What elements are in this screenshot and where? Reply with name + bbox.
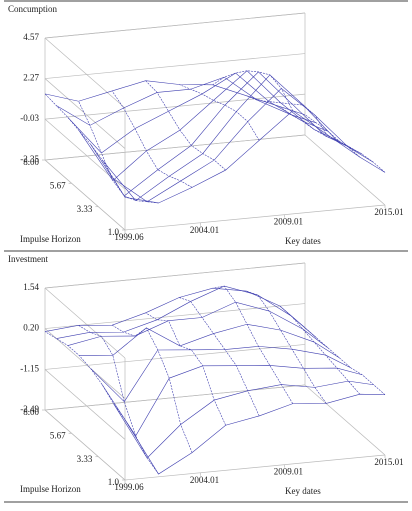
surface-column: [246, 290, 327, 404]
z-tick-label: 1.54: [23, 282, 39, 292]
surface-row: [56, 285, 317, 339]
z-tick-label: -1.15: [20, 363, 39, 373]
surface-column: [304, 327, 386, 395]
surface-column: [179, 84, 260, 141]
surface-column: [246, 95, 327, 135]
grid-line: [44, 12, 306, 39]
z-tick-label: -0.03: [20, 113, 39, 123]
surface-column: [179, 297, 260, 417]
panel-title: Investment: [8, 254, 48, 264]
surface-column: [44, 331, 126, 420]
x-tick-label: 2009.01: [274, 217, 303, 227]
surface-row: [90, 71, 351, 197]
x-axis-label: Key dates: [285, 486, 321, 496]
y-tick-label: 5.67: [50, 180, 66, 190]
y-tick-label: 8.00: [23, 157, 39, 167]
z-tick-label: 0.20: [23, 323, 39, 333]
surface-row: [124, 110, 386, 204]
surface-column: [78, 101, 159, 204]
surface-column: [111, 324, 193, 453]
grid-line: [44, 344, 306, 370]
surface-row: [79, 323, 340, 359]
x-axis-label: Key dates: [285, 236, 321, 246]
y-tick-label: 3.33: [77, 454, 93, 464]
grid-line: [44, 93, 306, 120]
x-tick-label: 2015.01: [374, 207, 403, 217]
surface-column: [212, 285, 293, 404]
x-tick-label: 2015.01: [374, 457, 403, 467]
grid-line: [44, 328, 126, 399]
surface-row: [79, 70, 340, 182]
surface-column: [44, 93, 126, 198]
grid-line: [44, 262, 306, 289]
surface-column: [145, 312, 226, 426]
grid-line: [44, 159, 126, 231]
x-tick-label: 1999.06: [114, 232, 144, 242]
surface-column: [212, 70, 294, 111]
surface-column: [78, 325, 159, 475]
grid-line: [44, 409, 126, 481]
z-tick-label: 2.27: [23, 73, 39, 83]
panel-title: Concumption: [8, 4, 57, 14]
z-tick-label: -2.35: [20, 154, 39, 164]
y-tick-label: 8.00: [23, 407, 39, 417]
y-tick-label: 1.0: [108, 227, 120, 237]
z-tick-label: -2.49: [20, 404, 39, 414]
surface-column: [279, 305, 361, 395]
z-tick-label: 4.57: [23, 32, 39, 42]
axis-box: [304, 134, 386, 206]
surface-row: [113, 380, 374, 459]
x-tick-label: 2004.01: [190, 475, 219, 485]
grid-line: [44, 134, 306, 161]
surface-column: [145, 80, 226, 171]
axis-box: [124, 454, 386, 481]
surface-row: [113, 87, 374, 203]
x-tick-label: 1999.06: [114, 482, 144, 492]
y-axis-label: Impulse Horizon: [20, 234, 81, 244]
x-tick-label: 2009.01: [274, 467, 303, 477]
surface-row: [44, 287, 306, 332]
surface-row: [101, 74, 363, 202]
grid-line: [44, 369, 126, 440]
surface-column: [279, 106, 361, 158]
y-tick-label: 1.0: [108, 477, 120, 487]
surface-column: [304, 114, 386, 173]
grid-line: [44, 384, 306, 411]
grid-line: [44, 37, 126, 109]
grid-line: [44, 53, 306, 79]
axis-box: [304, 384, 386, 456]
axis-box: [124, 204, 386, 231]
y-tick-label: 3.33: [77, 204, 93, 214]
y-axis-label: Impulse Horizon: [20, 484, 81, 494]
grid-line: [44, 303, 306, 329]
grid-line: [44, 78, 126, 149]
surface-row: [90, 346, 351, 403]
grid-line: [44, 287, 126, 359]
x-tick-label: 2004.01: [190, 225, 219, 235]
y-tick-label: 5.67: [50, 430, 66, 440]
surface-column: [111, 90, 193, 188]
